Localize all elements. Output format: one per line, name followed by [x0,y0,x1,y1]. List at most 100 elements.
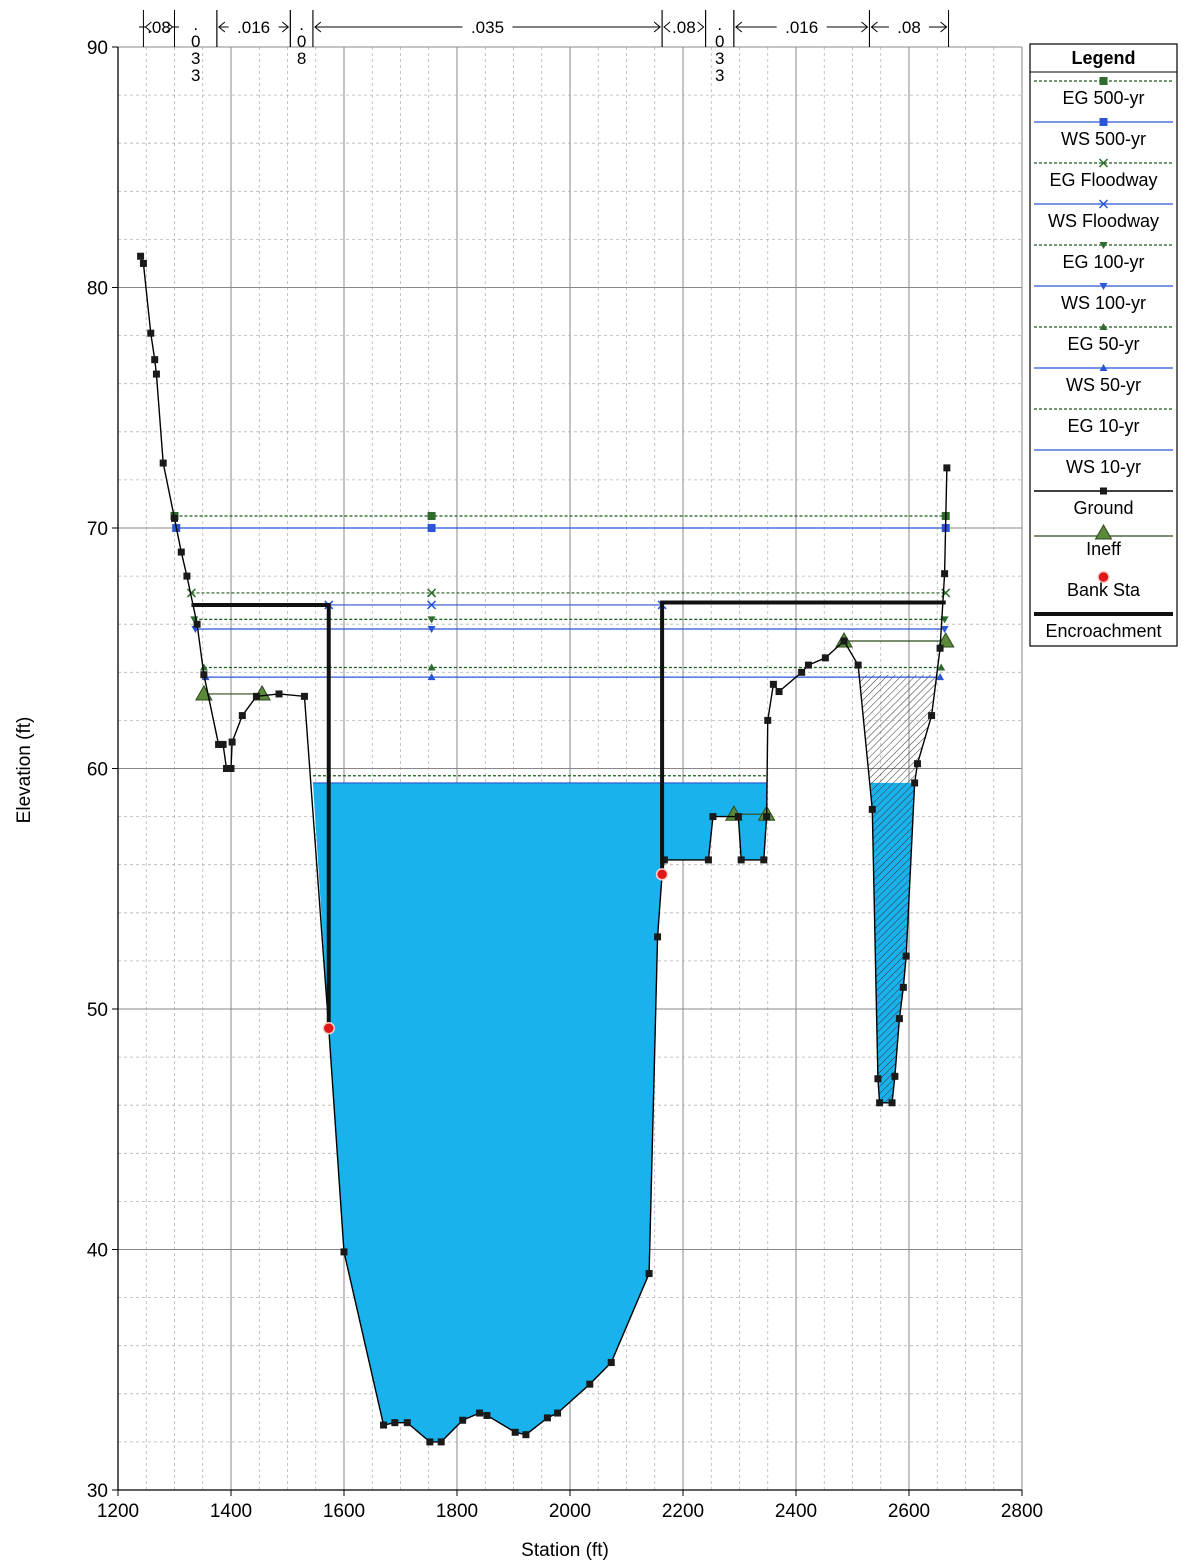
legend-label-ws-floodway: WS Floodway [1048,211,1159,231]
ws-floodway-marker [427,600,437,610]
y-tick-label: 70 [87,519,108,540]
mannings-n-label: .08 [672,18,696,37]
ground-point [911,779,919,787]
legend-marker-ws-floodway-b [1098,199,1109,209]
ground-point [151,356,159,364]
ground-point [704,856,712,864]
ground-point [895,1015,903,1023]
ground-point [902,952,910,960]
ground-point [660,856,668,864]
legend-marker-bank-sta [1097,570,1110,584]
mannings-n-char: 3 [715,49,724,68]
ground-point [899,983,907,991]
ground-point [200,671,208,679]
eg-floodway-marker [427,588,437,598]
legend-title: Legend [1071,48,1135,68]
x-tick-label: 2400 [775,1501,817,1522]
ground-point [874,1075,882,1083]
legend-marker-eg-50-yr [1099,323,1108,330]
legend-marker-ground [1100,487,1107,495]
x-tick-label: 2800 [1001,1501,1043,1522]
ineff-marker [936,632,955,648]
ground-point [522,1431,530,1439]
ground-point [193,620,201,628]
ground-point [252,692,260,700]
ws-100-yr-marker [940,626,949,634]
mannings-n-char: 3 [191,49,200,68]
y-tick-label: 30 [87,1481,108,1502]
legend-label-ineff: Ineff [1086,539,1122,559]
ground-point [380,1421,388,1429]
n-arrow-right [653,21,661,33]
legend-label-eg-floodway: EG Floodway [1049,170,1157,190]
ground-point [854,661,862,669]
ground-point [941,570,949,578]
ground-point [340,1248,348,1256]
y-tick-label: 90 [87,38,108,59]
legend-label-eg-10-yr: EG 10-yr [1067,416,1139,436]
encroachment-line [660,600,946,875]
mannings-n-char: 3 [191,66,200,85]
ground-point [554,1409,562,1417]
ground-point [159,459,167,467]
legend-marker-ws-100-yr [1099,283,1108,290]
ws-50-yr-marker [427,673,436,681]
ground-point [804,661,812,669]
ground-point [215,740,223,748]
legend-label-ws-50-yr: WS 50-yr [1066,375,1141,395]
ground-point [928,712,936,720]
ws-500-yr-marker [427,524,436,532]
n-arrow-left [144,21,152,33]
ground-point [139,259,147,267]
n-arrow-right [940,21,948,33]
n-arrow-right [861,21,869,33]
ground-point [476,1409,484,1417]
x-tick-label: 2200 [662,1501,704,1522]
legend: Legend EG 500-yr WS 500-yr EG Floodway WS Fl… [1029,43,1178,647]
legend-box [1029,43,1178,647]
n-arrow-left [314,21,322,33]
x-tick-label: 2000 [549,1501,591,1522]
ground-point [798,668,806,676]
ground-point [177,548,185,556]
legend-label-eg-500-yr: EG 500-yr [1062,88,1144,108]
ground-point [300,692,308,700]
ground-point [222,765,230,772]
eg-floodway-marker [186,588,196,598]
ground-point [709,813,717,821]
plot-area: 1200 1400 1600 1800 2000 2200 2400 2600 28003040… [87,10,1043,1522]
legend-marker-eg-500-yr [1099,77,1108,85]
ground-point [228,738,236,746]
ground-point [764,716,772,724]
n-arrow-left [870,21,878,33]
ground-point [511,1428,519,1436]
ground-point [391,1419,399,1427]
ground-point [483,1411,491,1419]
ground-point [147,329,155,337]
eg-floodway-marker-b [186,588,196,598]
ground-point [936,644,944,652]
mannings-n-label: .08 [897,18,921,37]
ground-point [543,1414,551,1422]
y-tick-label: 50 [87,1000,108,1021]
y-axis-label: Elevation (ft) [14,717,35,824]
legend-label-ws-500-yr: WS 500-yr [1061,129,1146,149]
ground-point [913,760,921,768]
mannings-n-char: 0 [297,32,306,51]
mannings-n-char: . [193,15,198,34]
ground-point [607,1359,615,1367]
n-arrow-right [282,21,290,33]
ground-point [437,1438,445,1446]
mannings-n-char: 8 [297,49,306,68]
mannings-n-label: .035 [471,18,504,37]
eg-50-yr-marker [937,663,946,671]
ground-point [275,690,283,698]
ground-point [763,813,771,821]
eg-100-yr-marker [427,616,436,624]
ground-point [183,572,191,580]
ws-50-yr-marker [936,673,945,681]
encroachment-line [191,602,331,1029]
ground-point [769,680,777,688]
n-arrow-left [663,21,671,33]
